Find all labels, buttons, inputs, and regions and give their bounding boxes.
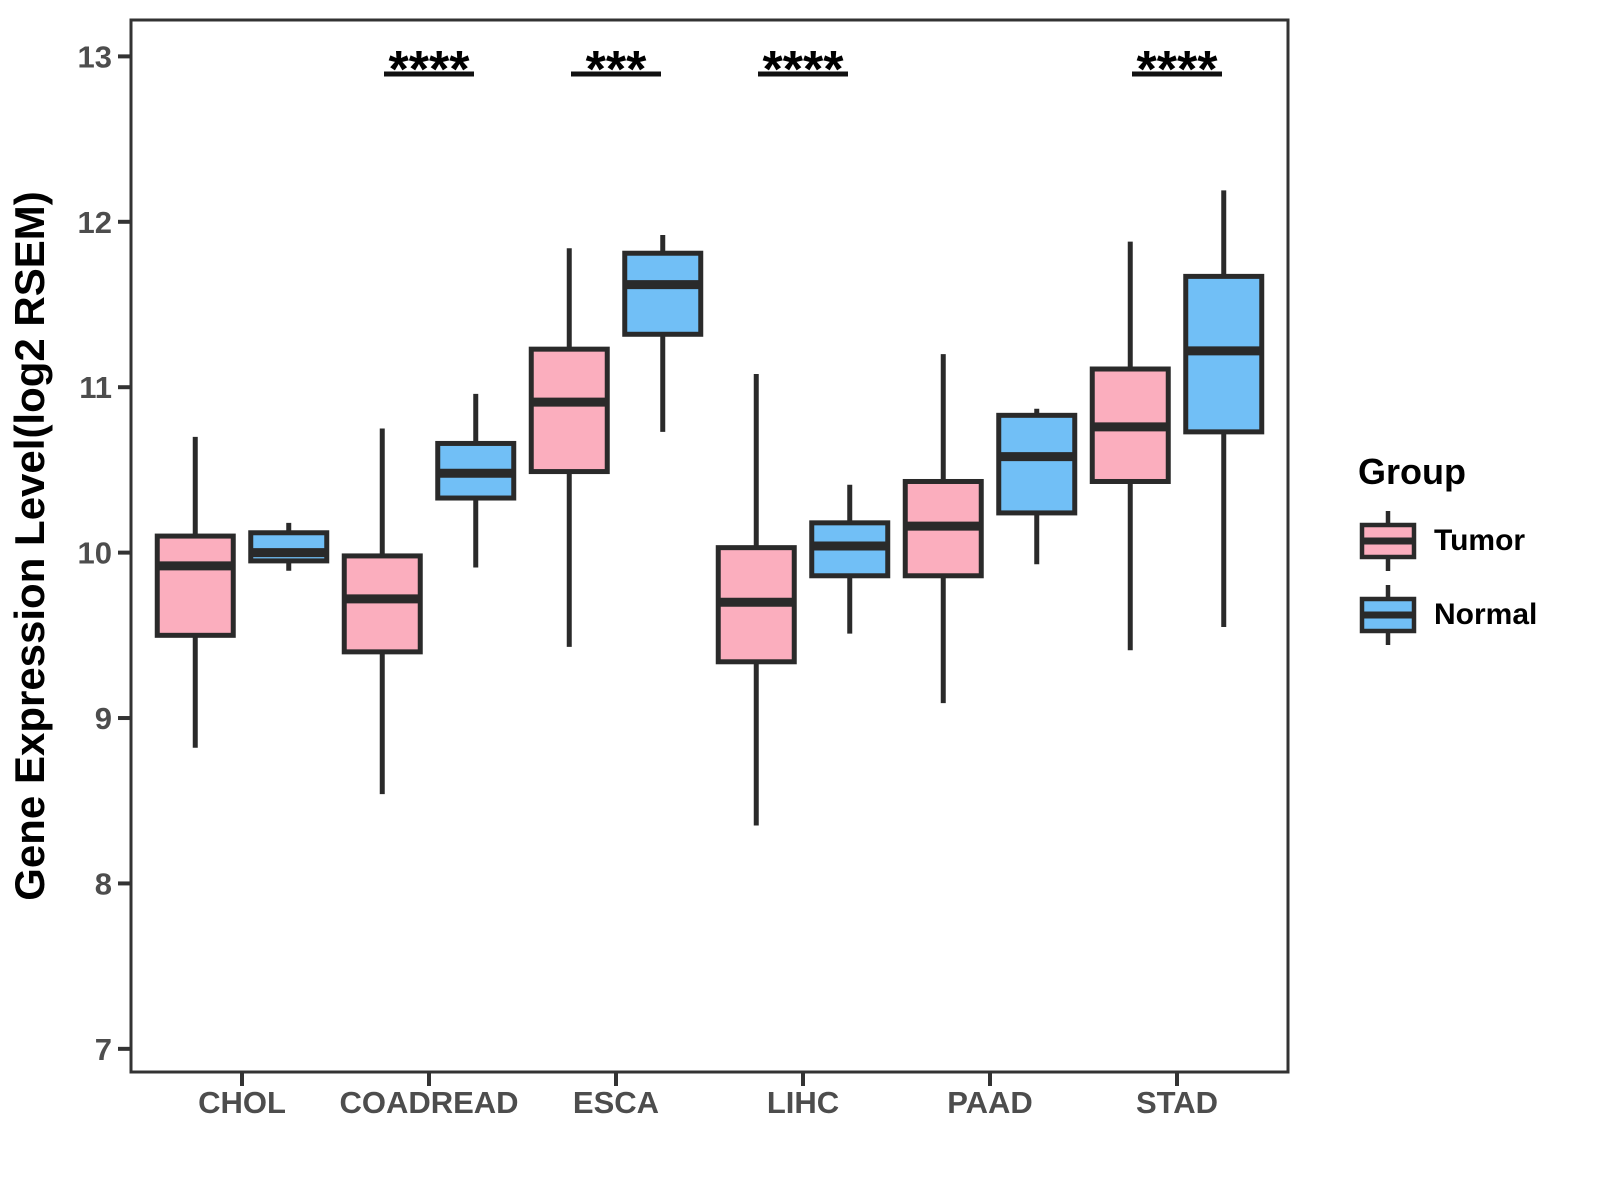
y-tick-label-10: 10 [78,536,112,571]
legend-label-tumor: Tumor [1434,524,1526,557]
box-tumor-coadread [341,553,423,655]
y-tick-label-8: 8 [95,866,112,901]
y-tick-label-7: 7 [95,1032,112,1067]
legend-item-tumor: Tumor [1358,504,1537,578]
box-normal-esca [622,250,704,337]
x-tick-label-chol: CHOL [198,1085,286,1120]
significance-stars-stad: **** [1137,41,1219,99]
tumor-boxplot-key-icon [1359,511,1417,571]
x-tick-label-esca: ESCA [573,1085,659,1120]
significance-stars-coadread: **** [389,41,471,99]
box-normal-paad [996,412,1078,516]
y-tick-label-9: 9 [95,701,112,736]
x-tick-label-stad: STAD [1136,1085,1218,1120]
legend: Group Tumor Normal [1358,450,1537,652]
legend-label-normal: Normal [1434,598,1538,631]
x-tick-label-paad: PAAD [947,1085,1033,1120]
normal-boxplot-key-icon [1359,585,1417,645]
legend-title: Group [1358,451,1466,492]
legend-item-normal: Normal [1358,578,1537,652]
y-tick-label-13: 13 [78,39,112,74]
y-tick-label-12: 12 [78,205,112,240]
box-tumor-chol [154,533,236,638]
significance-stars-esca: *** [586,41,647,99]
y-tick-label-11: 11 [79,370,112,405]
x-tick-label-lihc: LIHC [767,1085,839,1120]
x-tick-label-coadread: COADREAD [339,1085,518,1120]
significance-stars-lihc: **** [763,41,845,99]
box-tumor-esca [528,346,610,475]
y-axis-title: Gene Expression Level(log2 RSEM) [6,191,53,901]
plot-panel [129,18,1290,1074]
